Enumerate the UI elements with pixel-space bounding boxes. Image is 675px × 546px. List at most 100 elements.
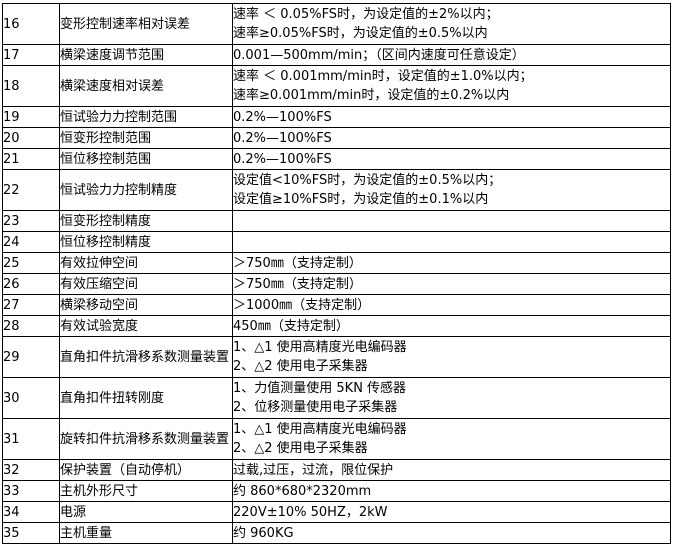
spec-value-cell: 速率 ＜ 0.001mm/min时，设定值的±1.0%以内； 速率≥0.001m… <box>232 65 671 107</box>
spec-value-cell: ＞1000㎜（支持定制） <box>232 294 671 316</box>
table-row: 22 恒试验力力控制精度 设定值<10%FS时，为设定值的±0.5%以内； 设定… <box>2 169 671 211</box>
spec-value-line: 2、△2 使用电子采集器 <box>233 441 368 456</box>
spec-name-cell: 主机重量 <box>59 522 233 544</box>
row-number-cell: 29 <box>2 336 60 378</box>
table-row: 24 恒位移控制精度 <box>2 231 671 253</box>
row-number-cell: 35 <box>2 522 60 544</box>
table-row: 25 有效拉伸空间 ＞750㎜（支持定制） <box>2 252 671 274</box>
row-number-cell: 26 <box>2 273 60 295</box>
spec-value-cell: 0.001—500mm/min；（区间内速度可任意设定） <box>232 44 671 66</box>
spec-value-cell: 0.2%—100%FS <box>232 148 671 170</box>
row-number-cell: 31 <box>2 418 60 460</box>
spec-value-line: 1、力值测量使用 5KN 传感器 <box>233 381 407 396</box>
spec-value-line: 速率 ＜ 0.001mm/min时，设定值的±1.0%以内； <box>233 69 533 84</box>
spec-value-line: 设定值<10%FS时，为设定值的±0.5%以内； <box>233 173 502 188</box>
row-number-cell: 21 <box>2 148 60 170</box>
spec-value-cell: 1、△1 使用高精度光电编码器 2、△2 使用电子采集器 <box>232 418 671 460</box>
spec-value-line: 速率≥0.05%FS时，为设定值的±0.5%以内 <box>233 26 488 41</box>
spec-name-cell: 电源 <box>59 501 233 523</box>
spec-value-cell: 过载,过压，过流，限位保护 <box>232 459 671 481</box>
spec-value-cell: 0.2%—100%FS <box>232 127 671 149</box>
row-number-cell: 18 <box>2 65 60 107</box>
spec-value-cell <box>232 210 671 232</box>
table-row: 19 恒试验力力控制范围 0.2%—100%FS <box>2 106 671 128</box>
table-row: 29 直角扣件抗滑移系数测量装置 1、△1 使用高精度光电编码器 2、△2 使用… <box>2 336 671 378</box>
row-number-cell: 25 <box>2 252 60 274</box>
spec-value-cell: 速率 ＜ 0.05%FS时，为设定值的±2%以内； 速率≥0.05%FS时，为设… <box>232 3 671 45</box>
table-row: 20 恒变形控制范围 0.2%—100%FS <box>2 127 671 149</box>
spec-name-cell: 旋转扣件抗滑移系数测量装置 <box>59 418 233 460</box>
table-row: 23 恒变形控制精度 <box>2 210 671 232</box>
spec-value-line: 220V±10% 50HZ，2kW <box>233 504 388 520</box>
spec-name-cell: 恒位移控制精度 <box>59 231 233 253</box>
spec-name-cell: 有效拉伸空间 <box>59 252 233 274</box>
spec-value-cell <box>232 231 671 253</box>
spec-value-line: ＞750㎜（支持定制） <box>233 255 362 271</box>
table-row: 21 恒位移控制范围 0.2%—100%FS <box>2 148 671 170</box>
row-number-cell: 27 <box>2 294 60 316</box>
row-number-cell: 30 <box>2 377 60 419</box>
row-number-cell: 19 <box>2 106 60 128</box>
spec-value-cell: 0.2%—100%FS <box>232 106 671 128</box>
spec-value-line: 过载,过压，过流，限位保护 <box>233 462 394 478</box>
spec-name-cell: 恒位移控制范围 <box>59 148 233 170</box>
table-row: 32 保护装置（自动停机） 过载,过压，过流，限位保护 <box>2 459 671 481</box>
table-row: 17 横梁速度调节范围 0.001—500mm/min；（区间内速度可任意设定） <box>2 44 671 66</box>
spec-name-cell: 恒变形控制范围 <box>59 127 233 149</box>
spec-name-cell: 横梁移动空间 <box>59 294 233 316</box>
spec-name-cell: 恒变形控制精度 <box>59 210 233 232</box>
spec-value-line: 约 960KG <box>233 525 294 541</box>
spec-value-line: 0.2%—100%FS <box>233 130 332 146</box>
spec-value-cell: 220V±10% 50HZ，2kW <box>232 501 671 523</box>
table-row: 26 有效压缩空间 ＞750㎜（支持定制） <box>2 273 671 295</box>
spec-name-cell: 保护装置（自动停机） <box>59 459 233 481</box>
spec-value-line: 速率 ＜ 0.05%FS时，为设定值的±2%以内； <box>233 7 499 22</box>
spec-value-line: ＞1000㎜（支持定制） <box>233 297 371 313</box>
spec-value-cell: 450㎜（支持定制） <box>232 315 671 337</box>
row-number-cell: 33 <box>2 480 60 502</box>
spec-value-cell: 1、力值测量使用 5KN 传感器 2、位移测量使用电子采集器 <box>232 377 671 419</box>
spec-table: 16 变形控制速率相对误差 速率 ＜ 0.05%FS时，为设定值的±2%以内； … <box>2 3 671 544</box>
row-number-cell: 32 <box>2 459 60 481</box>
spec-name-cell: 有效压缩空间 <box>59 273 233 295</box>
spec-name-cell: 有效试验宽度 <box>59 315 233 337</box>
spec-name-cell: 变形控制速率相对误差 <box>59 3 233 45</box>
row-number-cell: 22 <box>2 169 60 211</box>
spec-value-line: 2、△2 使用电子采集器 <box>233 359 368 374</box>
row-number-cell: 23 <box>2 210 60 232</box>
spec-value-cell: 设定值<10%FS时，为设定值的±0.5%以内； 设定值≥10%FS时，为设定值… <box>232 169 671 211</box>
spec-name-cell: 恒试验力力控制范围 <box>59 106 233 128</box>
table-row: 28 有效试验宽度 450㎜（支持定制） <box>2 315 671 337</box>
spec-value-line: ＞750㎜（支持定制） <box>233 276 362 292</box>
spec-name-cell: 横梁速度相对误差 <box>59 65 233 107</box>
spec-name-cell: 恒试验力力控制精度 <box>59 169 233 211</box>
spec-value-cell: 约 860*680*2320mm <box>232 480 671 502</box>
spec-value-line: 2、位移测量使用电子采集器 <box>233 400 398 415</box>
spec-value-line: 约 860*680*2320mm <box>233 483 372 499</box>
spec-name-cell: 主机外形尺寸 <box>59 480 233 502</box>
table-row: 35 主机重量 约 960KG <box>2 522 671 544</box>
spec-value-line: 速率≥0.001mm/min时，设定值的±0.2%以内 <box>233 88 510 103</box>
spec-value-cell: 约 960KG <box>232 522 671 544</box>
table-row: 18 横梁速度相对误差 速率 ＜ 0.001mm/min时，设定值的±1.0%以… <box>2 65 671 107</box>
spec-value-line: 0.001—500mm/min；（区间内速度可任意设定） <box>233 47 525 63</box>
table-row: 27 横梁移动空间 ＞1000㎜（支持定制） <box>2 294 671 316</box>
row-number-cell: 16 <box>2 3 60 45</box>
row-number-cell: 24 <box>2 231 60 253</box>
spec-value-line: 0.2%—100%FS <box>233 109 332 125</box>
table-row: 30 直角扣件扭转刚度 1、力值测量使用 5KN 传感器 2、位移测量使用电子采… <box>2 377 671 419</box>
spec-value-cell: ＞750㎜（支持定制） <box>232 273 671 295</box>
row-number-cell: 20 <box>2 127 60 149</box>
table-row: 31 旋转扣件抗滑移系数测量装置 1、△1 使用高精度光电编码器 2、△2 使用… <box>2 418 671 460</box>
spec-value-cell: ＞750㎜（支持定制） <box>232 252 671 274</box>
row-number-cell: 17 <box>2 44 60 66</box>
row-number-cell: 34 <box>2 501 60 523</box>
spec-value-line: 0.2%—100%FS <box>233 151 332 167</box>
spec-value-line: 450㎜（支持定制） <box>233 318 349 334</box>
table-row: 16 变形控制速率相对误差 速率 ＜ 0.05%FS时，为设定值的±2%以内； … <box>2 3 671 45</box>
spec-name-cell: 横梁速度调节范围 <box>59 44 233 66</box>
spec-value-line: 1、△1 使用高精度光电编码器 <box>233 340 407 355</box>
spec-value-line: 设定值≥10%FS时，为设定值的±0.1%以内 <box>233 192 489 207</box>
row-number-cell: 28 <box>2 315 60 337</box>
